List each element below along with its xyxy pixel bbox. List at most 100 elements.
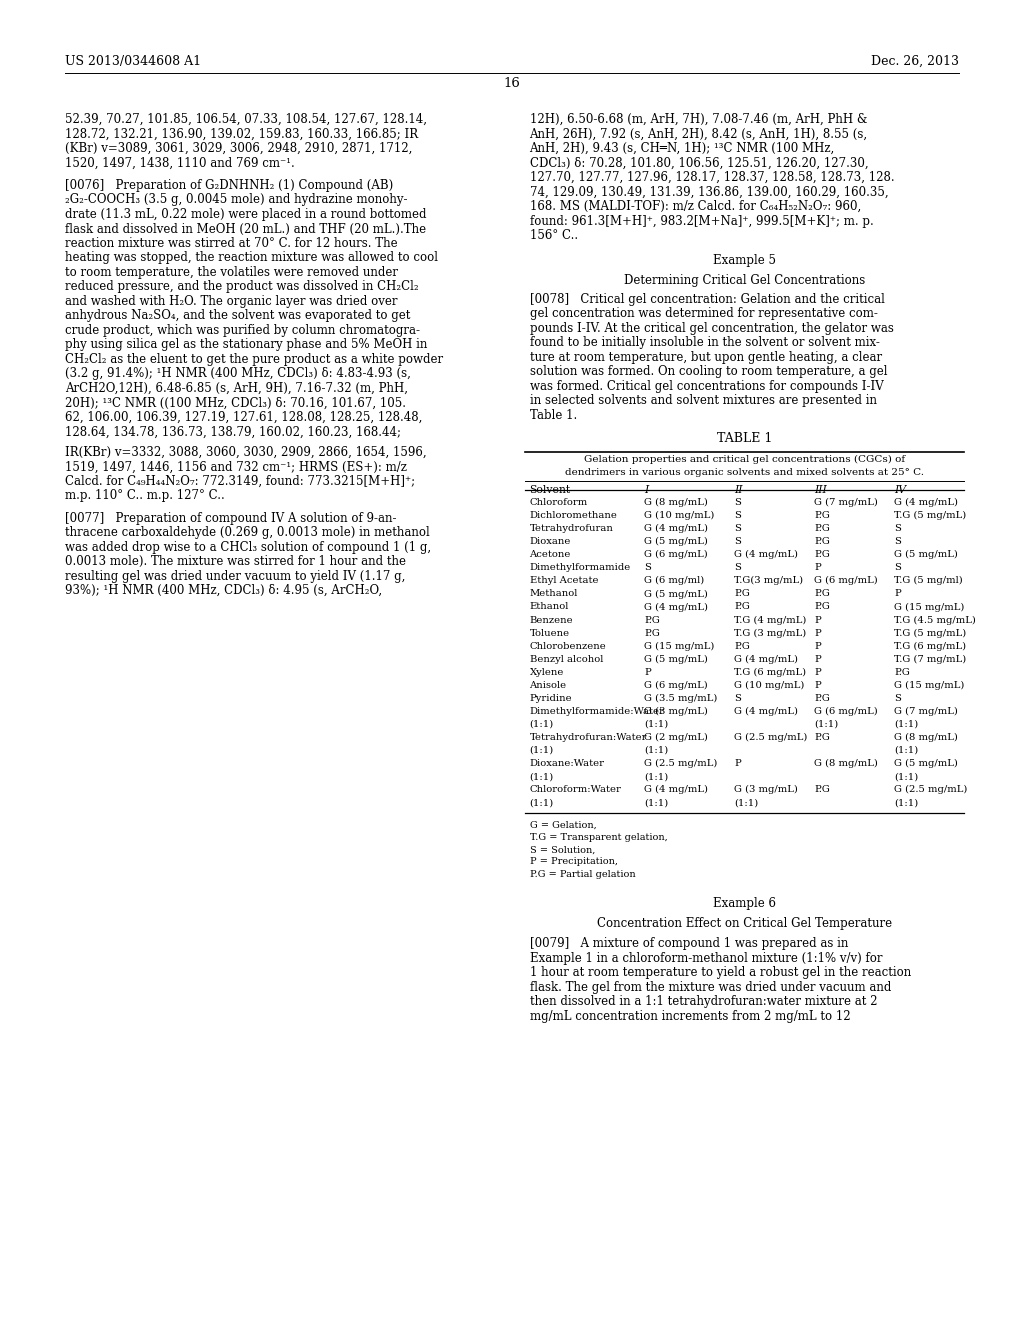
Text: was formed. Critical gel concentrations for compounds I-IV: was formed. Critical gel concentrations … — [529, 380, 884, 393]
Text: T.G (4 mg/mL): T.G (4 mg/mL) — [734, 615, 807, 624]
Text: [0079]   A mixture of compound 1 was prepared as in: [0079] A mixture of compound 1 was prepa… — [529, 937, 848, 950]
Text: G (4 mg/mL): G (4 mg/mL) — [734, 550, 799, 560]
Text: T.G (5 mg/ml): T.G (5 mg/ml) — [895, 577, 964, 586]
Text: G (3 mg/mL): G (3 mg/mL) — [734, 785, 799, 795]
Text: G (15 mg/mL): G (15 mg/mL) — [895, 602, 965, 611]
Text: 16: 16 — [504, 77, 520, 90]
Text: G (7 mg/mL): G (7 mg/mL) — [814, 498, 879, 507]
Text: Xylene: Xylene — [529, 668, 564, 677]
Text: phy using silica gel as the stationary phase and 5% MeOH in: phy using silica gel as the stationary p… — [65, 338, 427, 351]
Text: CDCl₃) δ: 70.28, 101.80, 106.56, 125.51, 126.20, 127.30,: CDCl₃) δ: 70.28, 101.80, 106.56, 125.51,… — [529, 157, 868, 169]
Text: G (15 mg/mL): G (15 mg/mL) — [895, 681, 965, 690]
Text: Methanol: Methanol — [529, 590, 578, 598]
Text: P: P — [734, 759, 741, 768]
Text: G (4 mg/mL): G (4 mg/mL) — [895, 498, 958, 507]
Text: CH₂Cl₂ as the eluent to get the pure product as a white powder: CH₂Cl₂ as the eluent to get the pure pro… — [65, 352, 443, 366]
Text: G = Gelation,: G = Gelation, — [529, 821, 596, 829]
Text: (1:1): (1:1) — [895, 746, 919, 755]
Text: P: P — [895, 590, 901, 598]
Text: Solvent: Solvent — [529, 484, 570, 495]
Text: G (4 mg/mL): G (4 mg/mL) — [734, 655, 799, 664]
Text: G (6 mg/mL): G (6 mg/mL) — [814, 577, 879, 586]
Text: then dissolved in a 1:1 tetrahydrofuran:water mixture at 2: then dissolved in a 1:1 tetrahydrofuran:… — [529, 995, 877, 1008]
Text: in selected solvents and solvent mixtures are presented in: in selected solvents and solvent mixture… — [529, 395, 877, 408]
Text: IV: IV — [895, 484, 906, 495]
Text: dendrimers in various organic solvents and mixed solvents at 25° C.: dendrimers in various organic solvents a… — [565, 469, 924, 478]
Text: G (15 mg/mL): G (15 mg/mL) — [644, 642, 715, 651]
Text: G (7 mg/mL): G (7 mg/mL) — [895, 708, 958, 715]
Text: G (2.5 mg/mL): G (2.5 mg/mL) — [734, 733, 808, 742]
Text: P.G: P.G — [895, 668, 910, 677]
Text: ArCH2O,12H), 6.48-6.85 (s, ArH, 9H), 7.16-7.32 (m, PhH,: ArCH2O,12H), 6.48-6.85 (s, ArH, 9H), 7.1… — [65, 381, 408, 395]
Text: flask. The gel from the mixture was dried under vacuum and: flask. The gel from the mixture was drie… — [529, 981, 891, 994]
Text: G (2.5 mg/mL): G (2.5 mg/mL) — [644, 759, 718, 768]
Text: to room temperature, the volatiles were removed under: to room temperature, the volatiles were … — [65, 265, 398, 279]
Text: (1:1): (1:1) — [734, 799, 759, 808]
Text: S: S — [895, 694, 901, 702]
Text: 128.72, 132.21, 136.90, 139.02, 159.83, 160.33, 166.85; IR: 128.72, 132.21, 136.90, 139.02, 159.83, … — [65, 128, 418, 140]
Text: 0.0013 mole). The mixture was stirred for 1 hour and the: 0.0013 mole). The mixture was stirred fo… — [65, 556, 406, 568]
Text: S: S — [734, 564, 741, 573]
Text: AnH, 2H), 9.43 (s, CH═N, 1H); ¹³C NMR (100 MHz,: AnH, 2H), 9.43 (s, CH═N, 1H); ¹³C NMR (1… — [529, 143, 835, 154]
Text: III: III — [814, 484, 827, 495]
Text: T.G (5 mg/mL): T.G (5 mg/mL) — [895, 628, 967, 638]
Text: P: P — [814, 668, 821, 677]
Text: P.G: P.G — [814, 590, 830, 598]
Text: Concentration Effect on Critical Gel Temperature: Concentration Effect on Critical Gel Tem… — [597, 917, 892, 931]
Text: Chloroform: Chloroform — [529, 498, 588, 507]
Text: S: S — [895, 537, 901, 546]
Text: (1:1): (1:1) — [529, 772, 554, 781]
Text: S = Solution,: S = Solution, — [529, 845, 595, 854]
Text: T.G(3 mg/mL): T.G(3 mg/mL) — [734, 577, 804, 586]
Text: G (5 mg/mL): G (5 mg/mL) — [895, 759, 958, 768]
Text: thracene carboxaldehyde (0.269 g, 0.0013 mole) in methanol: thracene carboxaldehyde (0.269 g, 0.0013… — [65, 527, 430, 540]
Text: P.G: P.G — [814, 550, 830, 560]
Text: TABLE 1: TABLE 1 — [717, 432, 772, 445]
Text: P: P — [644, 668, 651, 677]
Text: heating was stopped, the reaction mixture was allowed to cool: heating was stopped, the reaction mixtur… — [65, 252, 438, 264]
Text: Tetrahydrofuran:Water: Tetrahydrofuran:Water — [529, 733, 647, 742]
Text: 62, 106.00, 106.39, 127.19, 127.61, 128.08, 128.25, 128.48,: 62, 106.00, 106.39, 127.19, 127.61, 128.… — [65, 411, 422, 424]
Text: G (3.5 mg/mL): G (3.5 mg/mL) — [644, 694, 718, 704]
Text: P = Precipitation,: P = Precipitation, — [529, 858, 617, 866]
Text: Anisole: Anisole — [529, 681, 566, 690]
Text: P.G: P.G — [814, 602, 830, 611]
Text: (1:1): (1:1) — [529, 719, 554, 729]
Text: P: P — [814, 615, 821, 624]
Text: was added drop wise to a CHCl₃ solution of compound 1 (1 g,: was added drop wise to a CHCl₃ solution … — [65, 541, 431, 554]
Text: P.G: P.G — [814, 524, 830, 533]
Text: G (5 mg/mL): G (5 mg/mL) — [644, 590, 709, 598]
Text: G (8 mg/mL): G (8 mg/mL) — [644, 498, 709, 507]
Text: ₂G₂-COOCH₃ (3.5 g, 0.0045 mole) and hydrazine monohy-: ₂G₂-COOCH₃ (3.5 g, 0.0045 mole) and hydr… — [65, 194, 408, 206]
Text: mg/mL concentration increments from 2 mg/mL to 12: mg/mL concentration increments from 2 mg… — [529, 1010, 850, 1023]
Text: Ethanol: Ethanol — [529, 602, 569, 611]
Text: P.G: P.G — [734, 602, 751, 611]
Text: P.G: P.G — [734, 590, 751, 598]
Text: G (2 mg/mL): G (2 mg/mL) — [644, 733, 709, 742]
Text: crude product, which was purified by column chromatogra-: crude product, which was purified by col… — [65, 323, 420, 337]
Text: T.G (6 mg/mL): T.G (6 mg/mL) — [734, 668, 807, 677]
Text: [0076]   Preparation of G₂DNHNH₂ (1) Compound (AB): [0076] Preparation of G₂DNHNH₂ (1) Compo… — [65, 180, 393, 191]
Text: 1 hour at room temperature to yield a robust gel in the reaction: 1 hour at room temperature to yield a ro… — [529, 966, 910, 979]
Text: Dioxane: Dioxane — [529, 537, 570, 546]
Text: I: I — [644, 484, 649, 495]
Text: P.G: P.G — [814, 511, 830, 520]
Text: reduced pressure, and the product was dissolved in CH₂Cl₂: reduced pressure, and the product was di… — [65, 280, 419, 293]
Text: G (10 mg/mL): G (10 mg/mL) — [644, 511, 715, 520]
Text: Tetrahydrofuran: Tetrahydrofuran — [529, 524, 613, 533]
Text: and washed with H₂O. The organic layer was dried over: and washed with H₂O. The organic layer w… — [65, 294, 397, 308]
Text: Chlorobenzene: Chlorobenzene — [529, 642, 606, 651]
Text: 20H); ¹³C NMR ((100 MHz, CDCl₃) δ: 70.16, 101.67, 105.: 20H); ¹³C NMR ((100 MHz, CDCl₃) δ: 70.16… — [65, 396, 406, 409]
Text: P.G: P.G — [814, 537, 830, 546]
Text: G (6 mg/mL): G (6 mg/mL) — [644, 681, 709, 690]
Text: 156° C..: 156° C.. — [529, 228, 578, 242]
Text: 93%); ¹H NMR (400 MHz, CDCl₃) δ: 4.95 (s, ArCH₂O,: 93%); ¹H NMR (400 MHz, CDCl₃) δ: 4.95 (s… — [65, 585, 382, 597]
Text: Acetone: Acetone — [529, 550, 570, 560]
Text: S: S — [734, 511, 741, 520]
Text: 128.64, 134.78, 136.73, 138.79, 160.02, 160.23, 168.44;: 128.64, 134.78, 136.73, 138.79, 160.02, … — [65, 425, 401, 438]
Text: Benzene: Benzene — [529, 615, 573, 624]
Text: (1:1): (1:1) — [895, 772, 919, 781]
Text: 1519, 1497, 1446, 1156 and 732 cm⁻¹; HRMS (ES+): m/z: 1519, 1497, 1446, 1156 and 732 cm⁻¹; HRM… — [65, 461, 407, 474]
Text: (1:1): (1:1) — [644, 772, 669, 781]
Text: P.G: P.G — [644, 615, 660, 624]
